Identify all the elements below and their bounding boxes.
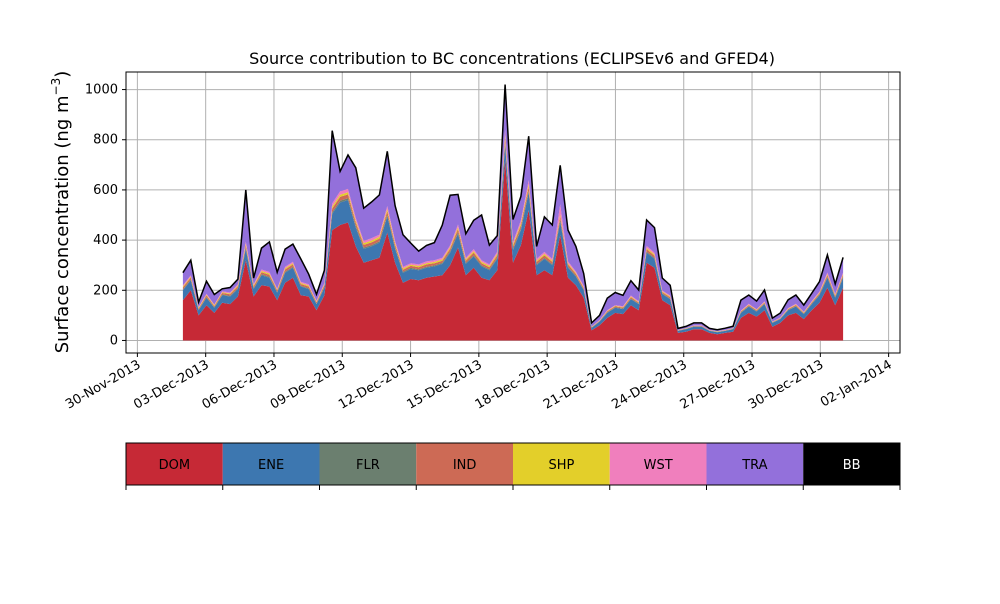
y-axis-label-sup: −3: [49, 78, 63, 96]
total-line: [182, 84, 844, 331]
y-tick-label: 200: [93, 283, 118, 298]
y-tick-label: 800: [93, 133, 118, 148]
y-tick-label: 400: [93, 233, 118, 248]
y-axis-label-main: Surface concentration (ng m: [52, 95, 73, 353]
total-line-group: [182, 84, 844, 331]
area-dom: [182, 159, 844, 341]
x-tick-label: 21-Dec-2013: [541, 357, 621, 412]
x-tick-label: 15-Dec-2013: [404, 357, 484, 412]
stacked-areas: [182, 84, 844, 341]
x-tick-label: 03-Dec-2013: [131, 357, 211, 412]
x-tick-label: 24-Dec-2013: [609, 357, 689, 412]
x-tick-label: 02-Jan-2014: [818, 357, 895, 410]
x-tick-label: 12-Dec-2013: [336, 357, 416, 412]
x-tick-label: 18-Dec-2013: [473, 357, 553, 412]
x-tick-label: 06-Dec-2013: [200, 357, 280, 412]
legend-swatch-ind: [416, 443, 513, 485]
x-tick-label: 09-Dec-2013: [268, 357, 348, 412]
y-tick-label: 600: [93, 183, 118, 198]
legend: DOM ENE FLR IND SHP WST TRA BB: [125, 442, 901, 490]
x-axis-ticks: 30-Nov-201303-Dec-201306-Dec-201309-Dec-…: [63, 353, 895, 413]
legend-label-wst: WST: [644, 458, 673, 473]
y-axis-ticks: 0 200 400 600 800 1000: [85, 83, 126, 348]
y-axis-label: Surface concentration (ng m−3): [49, 71, 73, 354]
legend-swatch-ene: [222, 443, 320, 485]
legend-swatch-tra: [706, 443, 804, 485]
x-tick-label: 30-Nov-2013: [63, 357, 143, 412]
legend-label-ene: ENE: [258, 458, 284, 473]
legend-swatch-dom: [126, 443, 223, 485]
legend-label-shp: SHP: [548, 458, 574, 473]
chart-title: Source contribution to BC concentrations…: [249, 49, 775, 68]
legend-label-flr: FLR: [356, 458, 380, 473]
y-tick-label: 0: [110, 333, 118, 348]
plot-frame: [125, 71, 901, 354]
legend-swatch-flr: [319, 443, 417, 485]
legend-swatch-wst: [609, 443, 707, 485]
y-axis-label-close: ): [52, 71, 73, 78]
legend-swatch-bb: [803, 443, 900, 485]
x-tick-label: 27-Dec-2013: [678, 357, 758, 412]
y-tick-label: 1000: [85, 83, 118, 98]
legend-label-tra: TRA: [741, 458, 767, 473]
legend-label-dom: DOM: [159, 458, 190, 473]
legend-swatch-shp: [513, 443, 610, 485]
legend-label-bb: BB: [843, 458, 861, 473]
legend-label-ind: IND: [453, 458, 477, 473]
x-tick-label: 30-Dec-2013: [746, 357, 826, 412]
